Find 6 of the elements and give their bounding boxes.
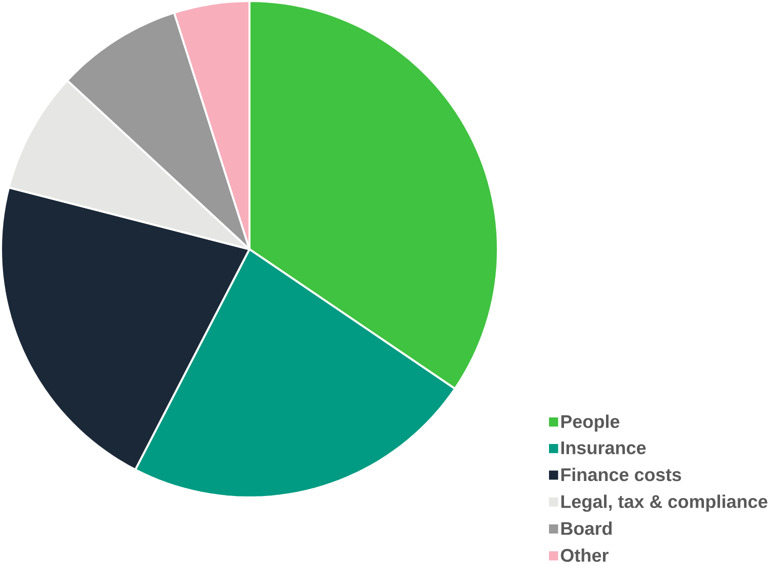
legend-label: Board — [561, 521, 612, 535]
legend-label: Finance costs — [561, 468, 682, 482]
legend-label: Insurance — [561, 441, 646, 454]
legend-label: Other — [560, 548, 609, 562]
legend-label: People — [561, 414, 620, 432]
legend-label: Legal, tax & compliance — [561, 494, 768, 512]
